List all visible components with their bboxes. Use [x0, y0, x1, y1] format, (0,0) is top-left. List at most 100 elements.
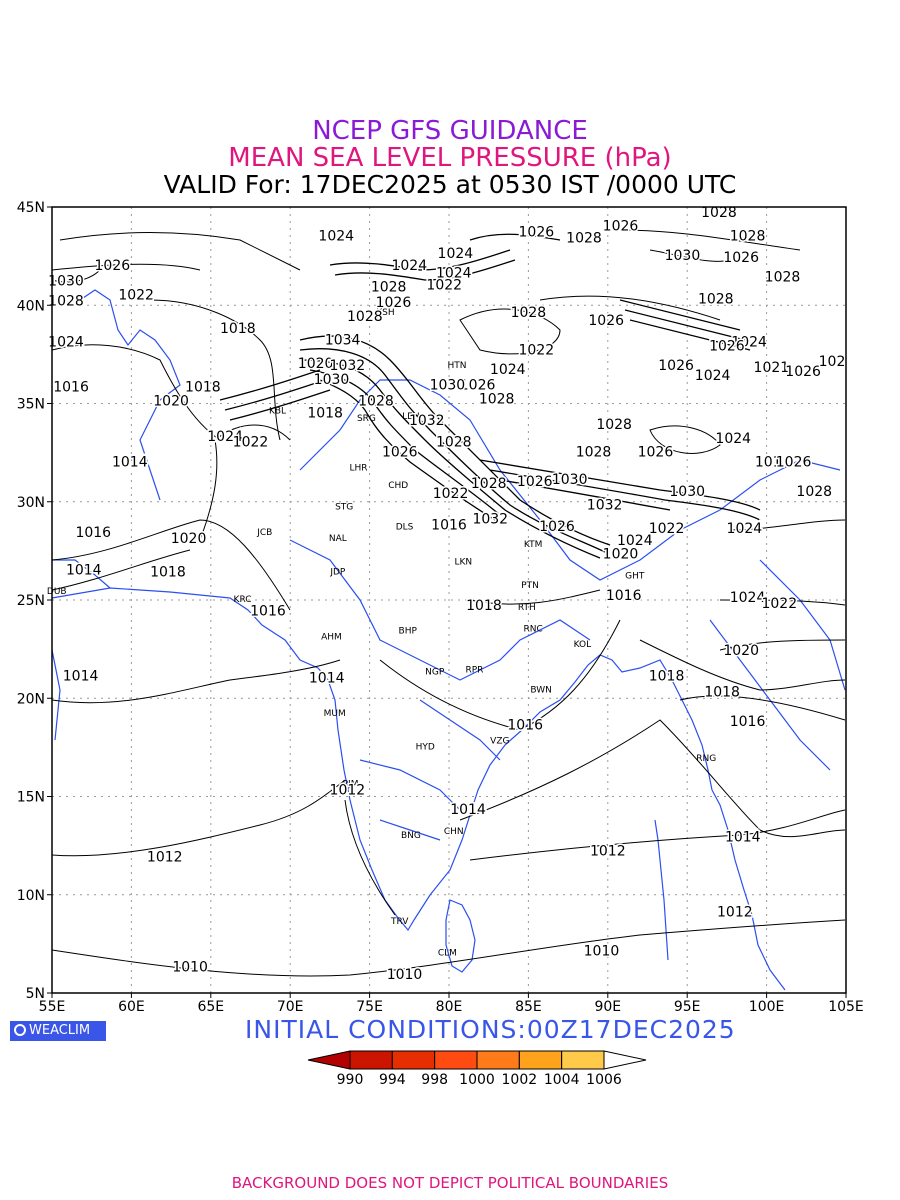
- isobar-value-label: 1022: [118, 287, 154, 303]
- colorbar-segment: [518, 1050, 563, 1070]
- lat-tick-label: 10N: [17, 888, 45, 904]
- isobar-value-label: 1028: [48, 293, 84, 309]
- isobar-value-label: 1024: [715, 431, 751, 447]
- city-label: RNC: [524, 624, 543, 634]
- isobar-value-label: 1022: [519, 342, 555, 358]
- isobar-value-label: 1028: [371, 279, 407, 295]
- coastline-layer: [51, 289, 846, 991]
- city-label: KSH: [376, 308, 394, 318]
- lat-tick-label: 5N: [26, 986, 45, 1002]
- isobar-value-label: 1028: [796, 484, 832, 500]
- city-label: KTM: [524, 540, 542, 550]
- isobar-value-label: 1034: [325, 333, 361, 349]
- isobar-value-label: 1024: [391, 258, 427, 274]
- colorbar-label: 1000: [459, 1072, 495, 1088]
- isobar-value-label: 1014: [63, 669, 99, 685]
- isobar-value-label: 1032: [587, 498, 623, 514]
- isobar-value-label: 1028: [765, 270, 801, 286]
- arabian-coast: [51, 559, 111, 741]
- lat-tick-label: 35N: [17, 397, 45, 413]
- isobar-value-label: 1022: [761, 596, 797, 612]
- isobar-value-label: 1012: [147, 849, 183, 865]
- isobar-value-label: 102: [819, 354, 846, 370]
- isobar-value-label: 1030: [665, 248, 701, 264]
- isobar-value-label: 1026: [709, 338, 745, 354]
- isobar-value-label: 1032: [330, 358, 366, 374]
- isobar-value-label: 1014: [66, 562, 102, 578]
- isobar-value-label: 1032: [409, 413, 445, 429]
- isobar-value-label: 1024: [695, 368, 731, 384]
- isobar-value-label: 1028: [511, 305, 547, 321]
- isobar-1018: [51, 549, 846, 691]
- city-label: BHP: [399, 626, 418, 636]
- city-label: CHD: [388, 481, 408, 491]
- lon-tick-label: 75E: [356, 999, 383, 1015]
- title-line-1: NCEP GFS GUIDANCE: [312, 116, 588, 146]
- isobar-value-label: 1010: [584, 944, 620, 960]
- isobar-value-label: 1026: [638, 445, 674, 461]
- lon-tick-label: 60E: [118, 999, 145, 1015]
- isobar-value-label: 1026: [723, 250, 759, 266]
- isobar-value-label: 1018: [704, 684, 740, 700]
- title-line-3: VALID For: 17DEC2025 at 0530 IST /0000 U…: [163, 170, 737, 199]
- isobar-1022: [149, 299, 846, 606]
- isobar-1030: [51, 249, 731, 283]
- isobar-value-label: 1014: [725, 830, 761, 846]
- myanmar-coast: [711, 789, 786, 991]
- lon-tick-label: 85E: [515, 999, 542, 1015]
- longitude-tick-labels: 55E 60E 65E 70E 75E 80E 85E 90E 95E 100E 105E: [39, 993, 864, 1015]
- isobar-value-label: 1024: [730, 590, 766, 606]
- city-label: DUB: [47, 587, 67, 597]
- lon-tick-label: 80E: [436, 999, 463, 1015]
- river-network-south: [359, 759, 461, 841]
- isobar-value-label: 1020: [298, 356, 334, 372]
- lat-tick-label: 15N: [17, 790, 45, 806]
- lon-tick-label: 100E: [749, 999, 785, 1015]
- city-label: STG: [335, 503, 353, 513]
- isobar-value-label: 1016: [606, 588, 642, 604]
- isobar-value-label: 1020: [723, 643, 759, 659]
- isobar-1028: [459, 308, 721, 454]
- title-line-2: MEAN SEA LEVEL PRESSURE (hPa): [228, 143, 672, 173]
- isobar-value-label: 1026: [539, 519, 575, 535]
- isobar-value-label: 1028: [596, 417, 632, 433]
- city-label: SRG: [357, 414, 376, 424]
- isobar-value-label: 1010: [172, 959, 208, 975]
- isobar-value-label: 1018: [466, 598, 502, 614]
- isobar-value-label: 1028: [701, 205, 737, 221]
- city-label: DLS: [396, 522, 414, 532]
- city-label: CLM: [438, 949, 457, 959]
- isobar-value-label: 1018: [150, 564, 186, 580]
- isobar-value-label: 101: [755, 454, 782, 470]
- isobar-value-label: 1014: [450, 802, 486, 818]
- isobar-1016: [51, 519, 846, 731]
- isobar-value-label: 1032: [472, 511, 508, 527]
- isobar-value-label: 1030: [669, 484, 705, 500]
- colorbar-label: 1004: [544, 1072, 580, 1088]
- lat-tick-label: 45N: [17, 200, 45, 216]
- logo-circle-icon: [14, 1024, 26, 1036]
- lon-tick-label: 65E: [197, 999, 224, 1015]
- isobar-1012: [51, 779, 846, 916]
- isobar-value-label: 1024: [318, 228, 354, 244]
- isobar-value-label: 1030: [552, 472, 588, 488]
- lat-tick-label: 30N: [17, 495, 45, 511]
- isobar-value-label: 1022: [433, 486, 469, 502]
- isobar-value-label: 1030: [48, 274, 84, 290]
- colorbar-label: 994: [379, 1072, 406, 1088]
- isobar-value-label: 1010: [387, 967, 423, 983]
- isobar-value-label: 1016: [730, 714, 766, 730]
- weaclim-logo: WEACLIM: [10, 1021, 106, 1041]
- isobar-value-label: 1012: [330, 783, 366, 799]
- isobar-value-label: 1018: [649, 669, 685, 685]
- city-label: MUM: [324, 709, 346, 719]
- isobar-value-label: 1024: [436, 266, 472, 282]
- isobar-value-label: 1012: [717, 904, 753, 920]
- isobar-value-label: 1026: [658, 358, 694, 374]
- lon-tick-label: 95E: [674, 999, 701, 1015]
- city-label: NGP: [425, 668, 445, 678]
- colorbar-label: 1002: [502, 1072, 538, 1088]
- isobar-value-label: 1026: [95, 258, 131, 274]
- city-label: JCB: [256, 528, 272, 538]
